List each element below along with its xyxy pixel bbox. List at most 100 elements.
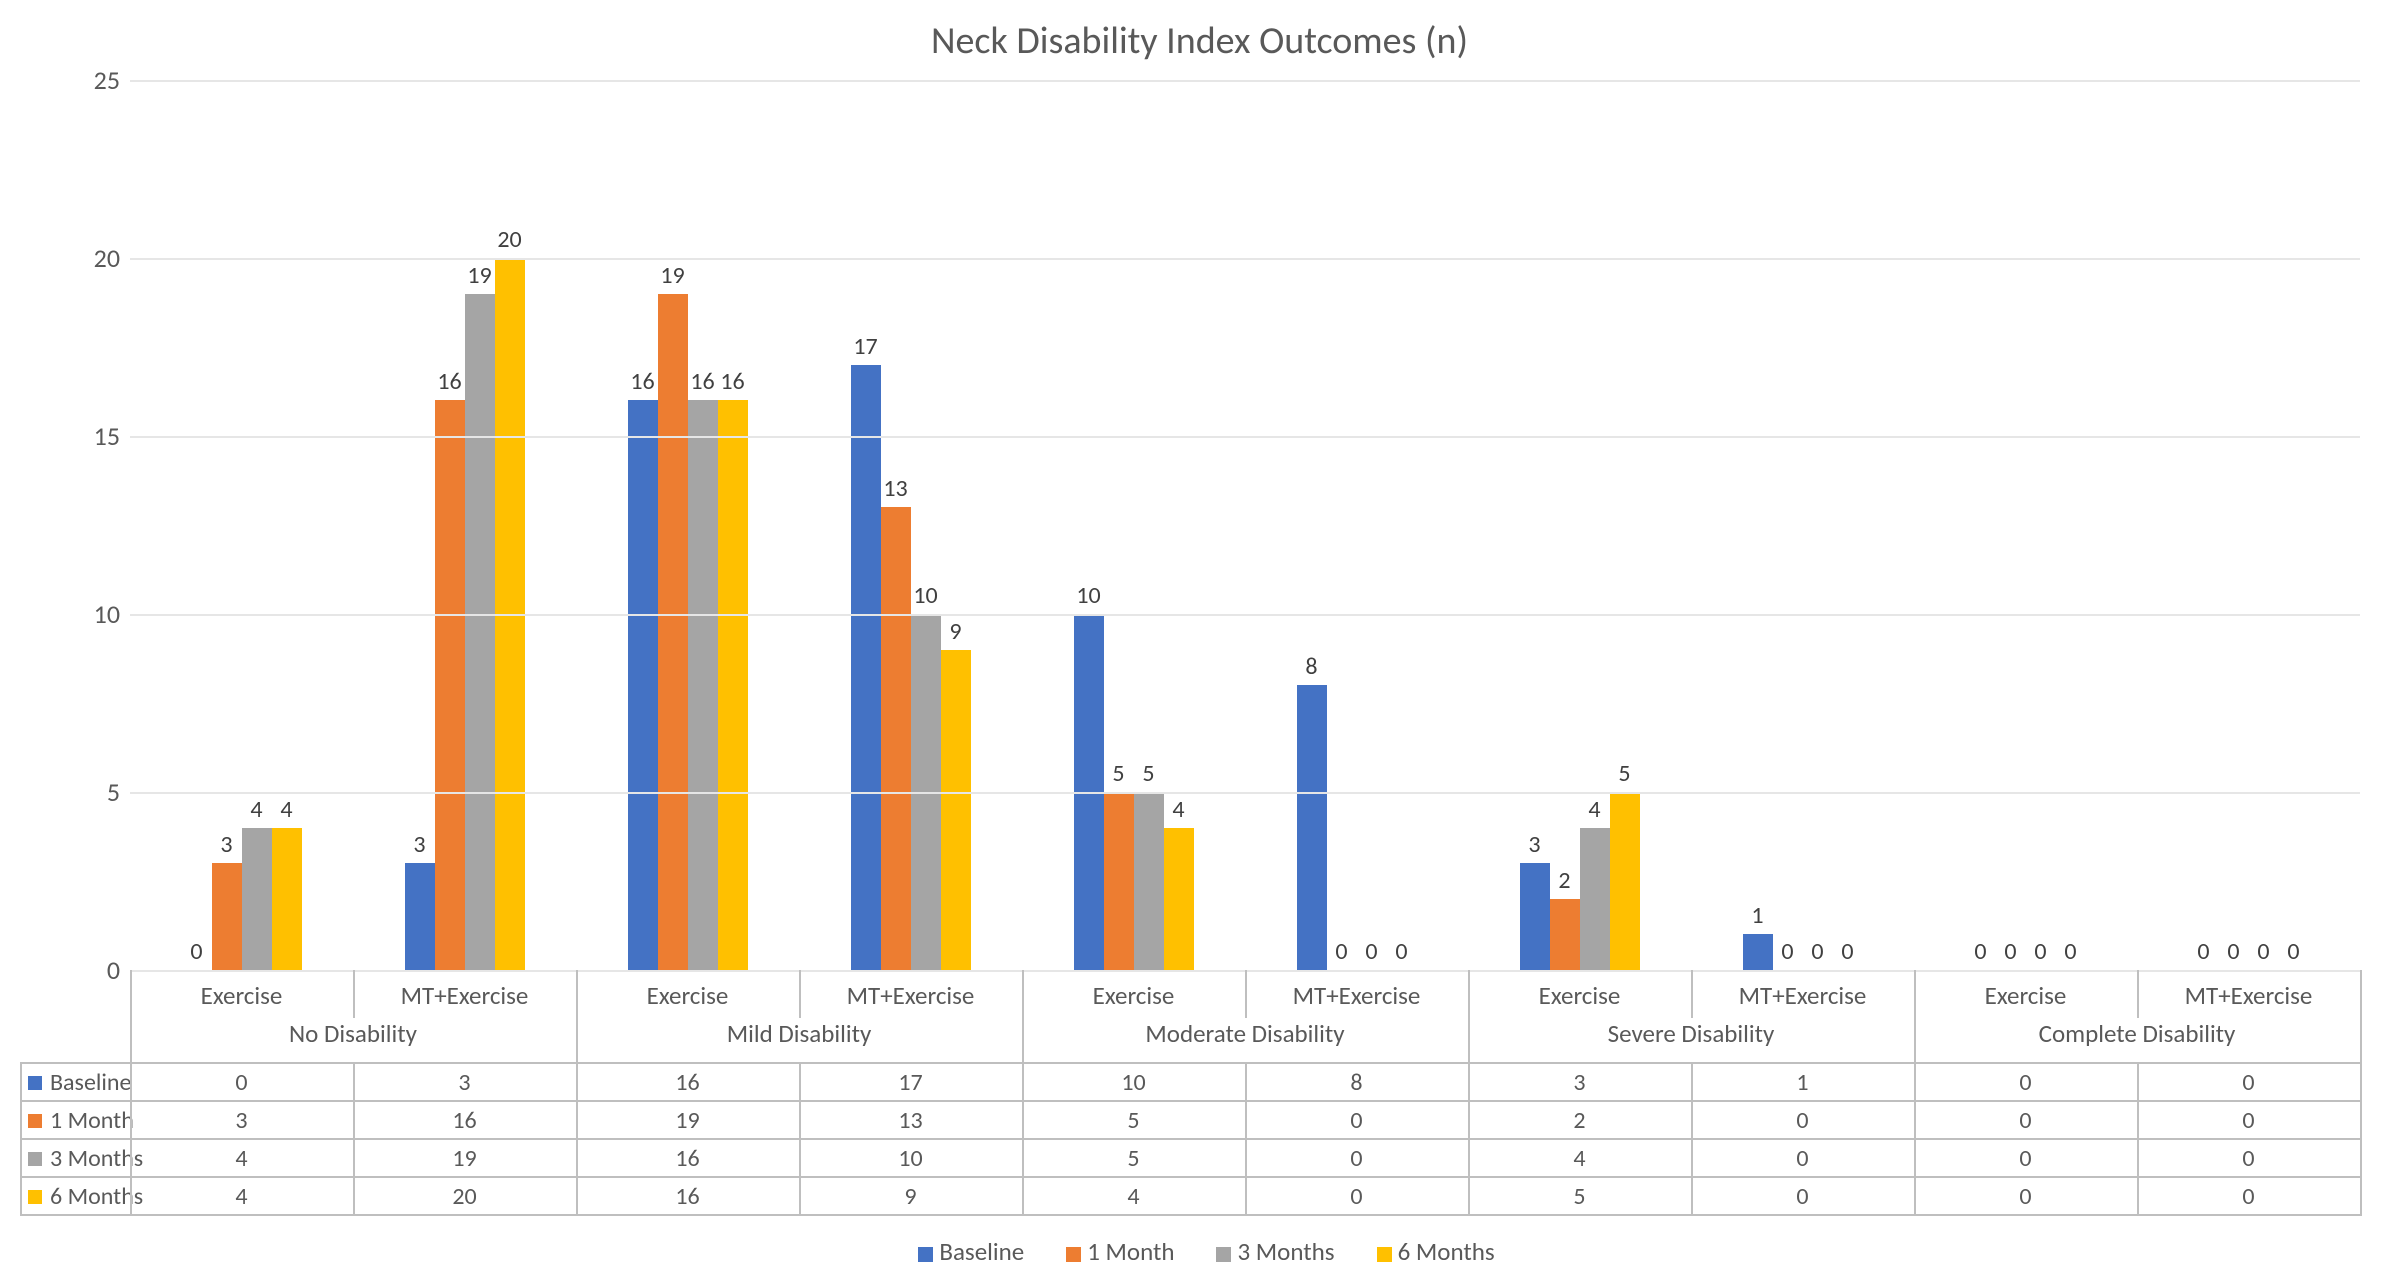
table-cell: 0 — [2137, 1144, 2360, 1173]
category-label: Severe Disability — [1468, 1018, 1914, 1049]
category-label: Moderate Disability — [1022, 1018, 1468, 1049]
bar — [1610, 792, 1640, 970]
bar-value-label: 0 — [177, 937, 217, 966]
bar-value-label: 4 — [1159, 795, 1199, 824]
bar — [881, 507, 911, 970]
axis-separator — [1245, 970, 1247, 1018]
table-cell: 8 — [1245, 1068, 1468, 1097]
table-cell: 0 — [1245, 1144, 1468, 1173]
bar — [628, 400, 658, 970]
table-cell: 1 — [1691, 1068, 1914, 1097]
bar — [212, 863, 242, 970]
bar — [242, 828, 272, 970]
legend-swatch — [28, 1076, 42, 1090]
axis-separator — [799, 970, 801, 1018]
table-cell: 4 — [130, 1144, 353, 1173]
bar-value-label: 9 — [936, 617, 976, 646]
chart-title: Neck Disability Index Outcomes (n) — [0, 18, 2399, 64]
bar — [718, 400, 748, 970]
y-tick-label: 20 — [70, 242, 120, 274]
legend-swatch — [1066, 1247, 1081, 1262]
bar-value-label: 8 — [1292, 652, 1332, 681]
category-label: Mild Disability — [576, 1018, 1022, 1049]
row-header: 6 Months — [24, 1182, 143, 1211]
table-row: 6 Months420169405000 — [20, 1176, 2360, 1216]
subgroup-label: MT+Exercise — [1691, 980, 1914, 1011]
bar-value-label: 10 — [1069, 581, 1109, 610]
table-cell: 16 — [576, 1068, 799, 1097]
bar — [1104, 792, 1134, 970]
bar — [272, 828, 302, 970]
bar — [851, 365, 881, 970]
category-label: No Disability — [130, 1018, 576, 1049]
table-cell: 4 — [1468, 1144, 1691, 1173]
y-tick-label: 25 — [70, 64, 120, 96]
legend-item: 3 Months — [1202, 1236, 1334, 1267]
legend-swatch — [28, 1152, 42, 1166]
category-label: Complete Disability — [1914, 1018, 2360, 1049]
bar — [465, 294, 495, 970]
table-cell: 0 — [1245, 1182, 1468, 1211]
table-cell: 19 — [576, 1106, 799, 1135]
bar-value-label: 19 — [653, 261, 693, 290]
gridline — [130, 80, 2360, 82]
gridline — [130, 436, 2360, 438]
bars-layer: 0344316192016191616171310910554800032451… — [130, 80, 2360, 970]
table-cell: 0 — [1914, 1068, 2137, 1097]
bar — [435, 400, 465, 970]
table-cell: 5 — [1022, 1144, 1245, 1173]
axis-separator — [576, 970, 578, 1062]
bar — [1550, 899, 1580, 970]
bar-value-label: 1 — [1738, 901, 1778, 930]
table-row: 3 Months4191610504000 — [20, 1138, 2360, 1178]
subgroup-label: MT+Exercise — [353, 980, 576, 1011]
bar — [688, 400, 718, 970]
table-cell: 16 — [353, 1106, 576, 1135]
subgroup-label: MT+Exercise — [799, 980, 1022, 1011]
series-name: 1 Month — [50, 1106, 134, 1135]
table-cell: 4 — [130, 1182, 353, 1211]
subgroup-label: MT+Exercise — [2137, 980, 2360, 1011]
y-tick-label: 15 — [70, 420, 120, 452]
table-cell: 0 — [1914, 1106, 2137, 1135]
subgroup-label: Exercise — [1022, 980, 1245, 1011]
legend-swatch — [1377, 1247, 1392, 1262]
bar-value-label: 0 — [1382, 937, 1422, 966]
bar-value-label: 5 — [1129, 759, 1169, 788]
table-cell: 2 — [1468, 1106, 1691, 1135]
table-cell: 5 — [1468, 1182, 1691, 1211]
row-header: Baseline — [24, 1068, 131, 1097]
bar-value-label: 10 — [906, 581, 946, 610]
bar-value-label: 0 — [2274, 937, 2314, 966]
table-cell: 0 — [1691, 1182, 1914, 1211]
table-cell: 0 — [2137, 1068, 2360, 1097]
axis-separator — [2360, 970, 2362, 1062]
table-cell: 0 — [1691, 1144, 1914, 1173]
table-cell: 19 — [353, 1144, 576, 1173]
bar-value-label: 17 — [846, 332, 886, 361]
bar-value-label: 5 — [1605, 759, 1645, 788]
gridline — [130, 258, 2360, 260]
y-tick-label: 10 — [70, 598, 120, 630]
bar-value-label: 3 — [207, 830, 247, 859]
bar-value-label: 16 — [623, 367, 663, 396]
bar-value-label: 0 — [2051, 937, 2091, 966]
table-cell: 16 — [576, 1182, 799, 1211]
table-cell: 4 — [1022, 1182, 1245, 1211]
table-cell: 0 — [2137, 1182, 2360, 1211]
bar — [1297, 685, 1327, 970]
bar — [941, 650, 971, 970]
axis-separator — [1691, 970, 1693, 1018]
y-tick-label: 5 — [70, 776, 120, 808]
table-cell: 13 — [799, 1106, 1022, 1135]
axis-separator — [1022, 970, 1024, 1062]
legend-item: 1 Month — [1052, 1236, 1174, 1267]
bar-value-label: 3 — [400, 830, 440, 859]
bar-value-label: 4 — [1575, 795, 1615, 824]
table-row: Baseline0316171083100 — [20, 1062, 2360, 1102]
bar-value-label: 20 — [490, 225, 530, 254]
bar-value-label: 4 — [267, 795, 307, 824]
table-cell: 3 — [353, 1068, 576, 1097]
table-cell: 10 — [799, 1144, 1022, 1173]
chart-container: Neck Disability Index Outcomes (n) 03443… — [0, 0, 2399, 1281]
